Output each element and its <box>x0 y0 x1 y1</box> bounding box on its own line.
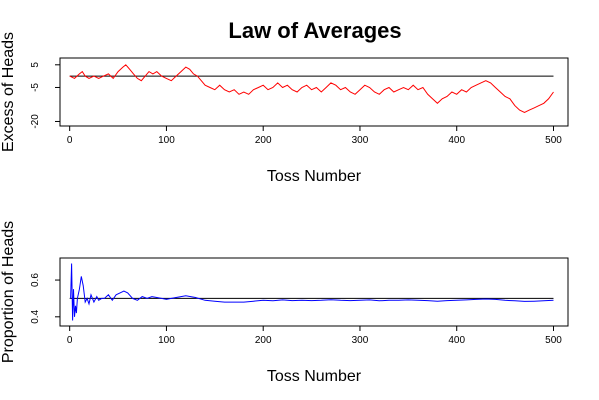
top-y-axis: 5 -5 -20 <box>30 62 60 129</box>
top-y-axis-label: Excess of Heads <box>0 32 17 152</box>
top-x-axis: 0 100 200 300 400 500 <box>67 126 562 146</box>
x-tick-label: 200 <box>255 135 272 146</box>
x-tick-label: 200 <box>255 335 272 346</box>
excess-of-heads-panel: 0 100 200 300 400 500 5 -5 -20 Toss Number Exce… <box>0 32 569 185</box>
bottom-series-line <box>70 263 554 321</box>
y-tick-label: 0.4 <box>30 309 41 323</box>
proportion-of-heads-panel: 0 100 200 300 400 500 0.4 0.6 Toss Number Prop… <box>0 221 569 385</box>
x-tick-label: 0 <box>67 335 73 346</box>
bottom-plot-frame <box>59 257 569 327</box>
bottom-y-axis-label: Proportion of Heads <box>0 221 17 363</box>
x-tick-label: 300 <box>352 335 369 346</box>
x-tick-label: 100 <box>158 135 175 146</box>
bottom-y-axis: 0.4 0.6 <box>30 273 60 324</box>
y-tick-label: 5 <box>30 62 41 68</box>
bottom-x-axis: 0 100 200 300 400 500 <box>67 326 562 346</box>
top-x-axis-label: Toss Number <box>267 168 362 185</box>
bottom-x-axis-label: Toss Number <box>267 368 362 385</box>
x-tick-label: 400 <box>448 335 465 346</box>
x-tick-label: 100 <box>158 335 175 346</box>
top-plot-frame <box>59 57 569 127</box>
x-tick-label: 500 <box>545 135 562 146</box>
y-tick-label: -5 <box>30 83 41 92</box>
y-tick-label: -20 <box>30 114 41 129</box>
chart-title: Law of Averages <box>228 18 401 43</box>
x-tick-label: 500 <box>545 335 562 346</box>
y-tick-label: 0.6 <box>30 273 41 287</box>
x-tick-label: 400 <box>448 135 465 146</box>
top-series-line <box>69 64 554 113</box>
x-tick-label: 0 <box>67 135 73 146</box>
x-tick-label: 300 <box>352 135 369 146</box>
